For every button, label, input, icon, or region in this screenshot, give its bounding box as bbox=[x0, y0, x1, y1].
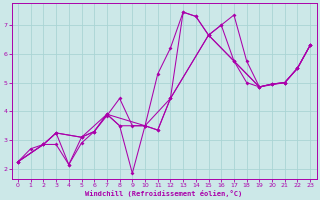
X-axis label: Windchill (Refroidissement éolien,°C): Windchill (Refroidissement éolien,°C) bbox=[85, 190, 243, 197]
